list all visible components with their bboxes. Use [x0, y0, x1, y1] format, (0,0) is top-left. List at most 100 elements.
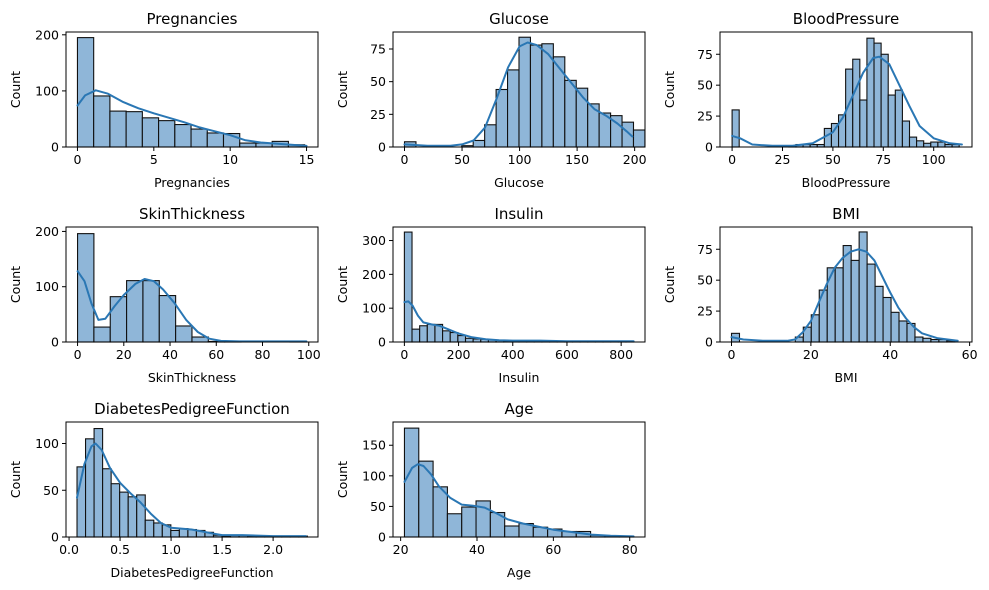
histogram-bar — [144, 519, 155, 538]
subplot-pregnancies: 0 5 10 15 0 100 200 Pregnancies Pregnancies Count — [8, 10, 319, 190]
y-axis-label: Count — [335, 266, 350, 303]
chart-title: Age — [504, 400, 533, 418]
histogram-bar — [93, 95, 111, 148]
histogram-bar — [887, 94, 896, 148]
histogram-bar — [866, 263, 876, 343]
y-tick-label: 0 — [705, 140, 713, 155]
histogram-bar — [419, 325, 428, 343]
x-tick-label: 100 — [297, 347, 321, 362]
histogram-bar — [894, 89, 903, 148]
y-tick-label: 50 — [697, 78, 713, 93]
axes-frame — [65, 421, 319, 538]
y-tick-label: 0 — [378, 140, 386, 155]
x-tick-label: 40 — [162, 347, 178, 362]
histogram-bar — [873, 42, 882, 148]
x-tick-label: 60 — [962, 347, 978, 362]
kde-line — [403, 300, 635, 343]
histogram-bar — [461, 506, 477, 538]
histogram-bar — [158, 120, 176, 148]
x-axis-label: Glucose — [494, 175, 544, 190]
y-tick-label: 75 — [697, 242, 713, 257]
histogram-bar — [866, 37, 875, 148]
y-tick-label: 300 — [362, 233, 386, 248]
chart-title: BMI — [832, 205, 860, 223]
x-tick-label: 600 — [555, 347, 579, 362]
histogram-bar — [206, 132, 225, 148]
x-tick-label: 1.5 — [212, 542, 232, 557]
x-axis-label: Age — [507, 565, 531, 580]
y-tick-label: 0 — [378, 335, 386, 350]
y-axis-label: Count — [8, 266, 23, 303]
kde-line — [76, 270, 308, 343]
y-tick-label: 100 — [35, 279, 59, 294]
y-tick-label: 0 — [378, 530, 386, 545]
histogram-bar — [403, 231, 413, 343]
subplot-glucose: 0 50 100 150 200 0 25 50 75 Glucose Glucose Count — [335, 10, 647, 190]
histogram-bar — [890, 311, 900, 343]
histogram-bar — [190, 128, 208, 148]
subplot-skinthickness: 0 20 40 60 80 100 0 100 200 SkinThickness SkinThic… — [8, 205, 321, 385]
y-tick-label: 0 — [51, 530, 59, 545]
x-tick-label: 200 — [623, 152, 647, 167]
y-tick-label: 25 — [697, 304, 713, 319]
axes-frame — [65, 31, 319, 148]
histogram-bar — [93, 326, 111, 343]
x-tick-label: 15 — [299, 152, 315, 167]
y-tick-label: 50 — [370, 74, 386, 89]
y-axis-label: Count — [662, 71, 677, 108]
x-tick-label: 80 — [622, 542, 638, 557]
chart-title: Pregnancies — [146, 10, 237, 28]
x-tick-label: 20 — [116, 347, 132, 362]
histogram-bar — [449, 331, 459, 343]
histogram-bar — [937, 141, 946, 148]
histogram-bar — [472, 139, 486, 148]
y-axis-label: Count — [8, 461, 23, 498]
x-tick-label: 5 — [150, 152, 158, 167]
histogram-bar — [426, 323, 436, 343]
x-tick-label: 80 — [255, 347, 271, 362]
histogram-bar — [529, 44, 543, 148]
axes-frame — [392, 31, 646, 148]
y-axis-label: Count — [335, 461, 350, 498]
histogram-bar — [170, 529, 180, 538]
axes-frame — [65, 226, 319, 343]
chart-title: Insulin — [494, 205, 543, 223]
y-tick-label: 50 — [43, 483, 59, 498]
histogram-bar — [239, 142, 257, 148]
y-tick-label: 200 — [362, 267, 386, 282]
histogram-bar — [842, 244, 852, 343]
x-tick-label: 150 — [565, 152, 589, 167]
histogram-bar — [411, 328, 421, 343]
x-tick-label: 40 — [882, 347, 898, 362]
histogram-bar — [898, 320, 908, 343]
y-tick-label: 50 — [370, 499, 386, 514]
histogram-bar — [403, 427, 420, 538]
axes-frame — [719, 226, 973, 343]
x-tick-label: 1.0 — [161, 542, 181, 557]
histogram-bar — [552, 56, 566, 148]
histogram-bar — [504, 525, 520, 538]
histogram-bar — [731, 109, 740, 148]
y-tick-label: 100 — [35, 436, 59, 451]
histogram-bar — [834, 267, 844, 343]
x-tick-label: 50 — [825, 152, 841, 167]
x-tick-label: 0 — [728, 347, 736, 362]
x-axis-label: Insulin — [499, 370, 540, 385]
kde-line — [76, 89, 308, 147]
histogram-bar — [632, 129, 646, 148]
x-tick-label: 20 — [393, 542, 409, 557]
x-axis-label: DiabetesPedigreeFunction — [110, 565, 273, 580]
histogram-bar — [852, 58, 861, 148]
histogram-bar — [464, 337, 474, 343]
y-axis-label: Count — [662, 266, 677, 303]
subplot-age: 20 40 60 80 0 50 100 150 Age Age Count — [335, 400, 646, 580]
x-axis-label: BMI — [834, 370, 857, 385]
kde-line — [403, 41, 634, 147]
histogram-bar — [518, 36, 531, 148]
subplot-bloodpressure: 0 25 50 75 100 0 25 50 75 BloodPressure BloodPress… — [662, 10, 973, 190]
histogram-bar — [432, 486, 448, 538]
x-tick-label: 60 — [545, 542, 561, 557]
chart-title: SkinThickness — [139, 205, 245, 223]
histogram-bar — [859, 99, 868, 148]
y-tick-label: 50 — [697, 273, 713, 288]
